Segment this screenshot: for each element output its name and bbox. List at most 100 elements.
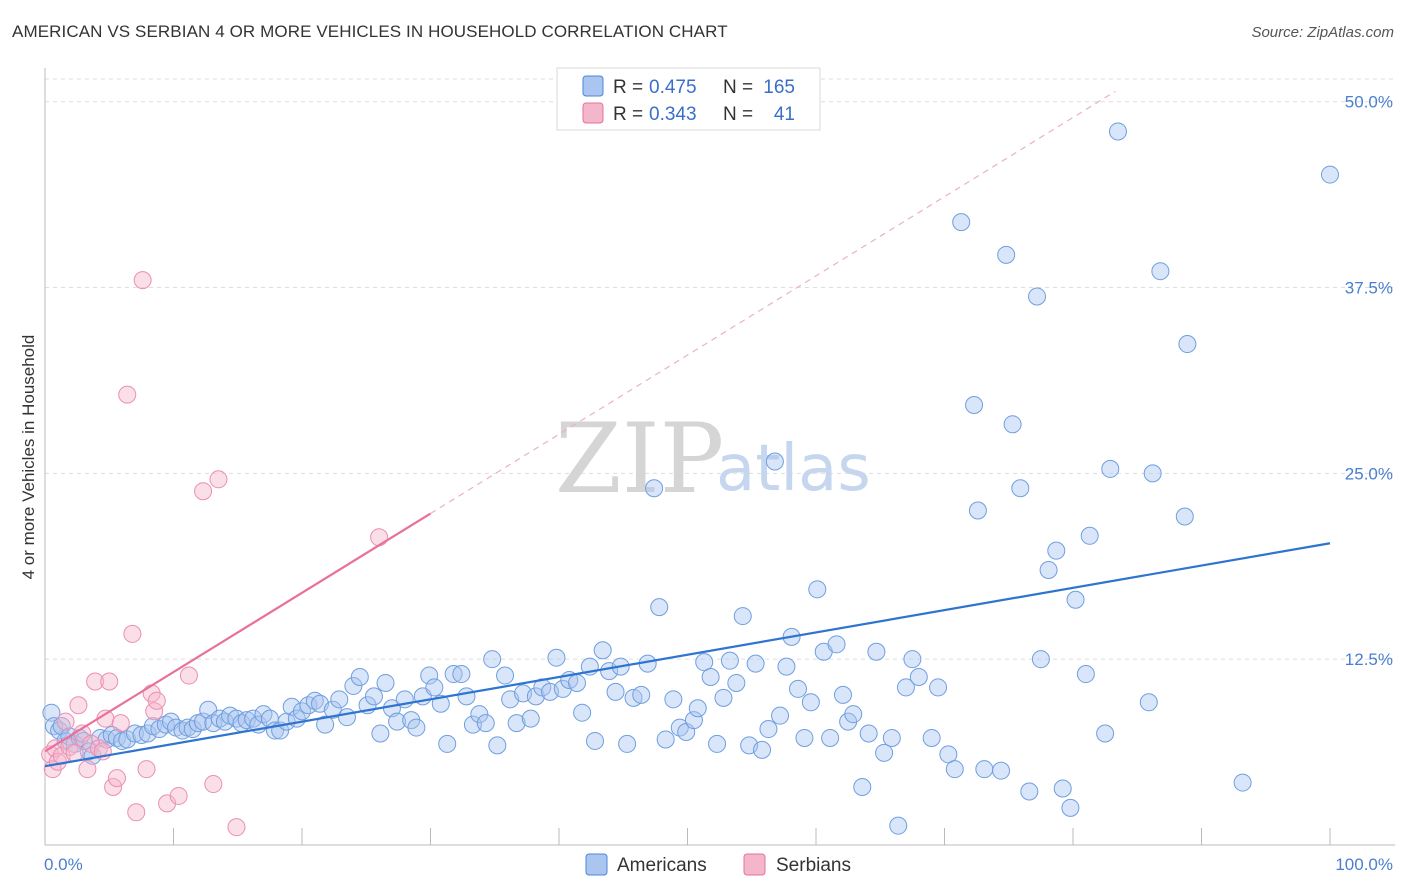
- american-point: [350, 668, 369, 687]
- american-point: [1020, 782, 1039, 801]
- american-point: [364, 687, 383, 706]
- trend-lines: [44, 90, 1331, 768]
- watermark-atlas: atlas: [716, 432, 871, 506]
- american-point: [903, 650, 922, 669]
- legend-r-label: R =: [613, 104, 643, 125]
- bottom-legend-serbians: Serbians: [776, 855, 851, 876]
- american-point: [376, 673, 395, 692]
- american-point: [1101, 459, 1120, 478]
- legend-n-label: N =: [723, 104, 753, 125]
- american-point: [1080, 526, 1099, 545]
- american-point: [896, 678, 915, 697]
- serbian-point: [137, 760, 156, 779]
- x-tick-label: 100.0%: [1335, 855, 1393, 874]
- bottom-legend: Americans Serbians: [585, 853, 851, 876]
- american-point: [593, 641, 612, 660]
- american-point: [688, 699, 707, 718]
- american-point: [882, 728, 901, 747]
- american-point: [237, 711, 256, 730]
- american-point: [714, 688, 733, 707]
- americans-trend-line: [44, 542, 1331, 768]
- american-point: [727, 673, 746, 692]
- american-point: [975, 760, 994, 779]
- serbian-point: [104, 778, 123, 797]
- american-point: [452, 665, 471, 684]
- american-point: [567, 673, 586, 692]
- american-point: [371, 724, 390, 743]
- american-point: [945, 760, 964, 779]
- american-point: [968, 501, 987, 520]
- y-tick-label: 50.0%: [1345, 93, 1393, 112]
- american-point: [526, 687, 545, 706]
- american-point: [939, 745, 958, 764]
- legend-n-label: N =: [723, 77, 753, 98]
- american-point: [463, 715, 482, 734]
- serbian-point: [370, 528, 389, 547]
- tick-labels: 12.5% 25.0% 37.5% 50.0% 0.0% 100.0%: [44, 93, 1393, 874]
- serbians-trend-extension: [430, 90, 1116, 515]
- american-point: [1096, 724, 1115, 743]
- american-point: [573, 703, 592, 722]
- legend-r-value: 0.475: [649, 77, 697, 98]
- legend-swatch-serbians: [582, 102, 604, 124]
- american-point: [388, 712, 407, 731]
- serbian-point: [100, 672, 119, 691]
- bottom-legend-swatch-serbians: [743, 853, 766, 876]
- american-point: [1139, 693, 1158, 712]
- watermark-zip: ZIP: [555, 403, 724, 515]
- american-point: [808, 580, 827, 599]
- american-point: [585, 731, 604, 750]
- american-point: [759, 720, 778, 739]
- american-point: [1047, 541, 1066, 560]
- serbian-point: [133, 271, 152, 290]
- american-point: [777, 657, 796, 676]
- american-point: [684, 711, 703, 730]
- watermark: ZIP atlas: [555, 403, 871, 515]
- serbians-trend-line: [44, 512, 432, 753]
- legend: R = 0.475 N = 165 R = 0.343 N = 41: [556, 67, 821, 131]
- american-point: [618, 734, 637, 753]
- american-point: [1108, 122, 1127, 141]
- american-point: [1039, 560, 1058, 579]
- serbian-point: [65, 743, 84, 762]
- american-point: [183, 720, 202, 739]
- chart-title: AMERICAN VS SERBIAN 4 OR MORE VEHICLES I…: [12, 22, 728, 41]
- american-point: [821, 728, 840, 747]
- gridlines: [45, 78, 1395, 660]
- american-point: [795, 728, 814, 747]
- serbian-point: [194, 482, 213, 501]
- american-point: [765, 452, 784, 471]
- american-point: [1031, 650, 1050, 669]
- american-point: [496, 666, 515, 685]
- american-point: [632, 685, 651, 704]
- american-point: [708, 734, 727, 753]
- american-point: [606, 682, 625, 701]
- american-point: [1003, 415, 1022, 434]
- y-axis-title: 4 or more Vehicles in Household: [19, 335, 38, 580]
- serbian-point: [127, 803, 146, 822]
- serbian-point: [209, 470, 228, 489]
- american-point: [316, 715, 335, 734]
- american-point: [1011, 479, 1030, 498]
- american-point: [438, 734, 457, 753]
- american-point: [457, 687, 476, 706]
- serbian-point: [56, 712, 75, 731]
- american-point: [922, 728, 941, 747]
- american-point: [720, 651, 739, 670]
- american-point: [844, 705, 863, 724]
- serbians-points: [41, 271, 389, 837]
- bottom-legend-americans: Americans: [617, 855, 707, 876]
- serbian-point: [204, 775, 223, 794]
- american-point: [156, 715, 175, 734]
- american-point: [1066, 590, 1085, 609]
- american-point: [1233, 773, 1252, 792]
- y-tick-label: 12.5%: [1345, 650, 1393, 669]
- y-tick-label: 37.5%: [1345, 279, 1393, 298]
- serbian-point: [227, 818, 246, 837]
- american-point: [425, 678, 444, 697]
- serbian-point: [179, 666, 198, 685]
- legend-n-value: 41: [774, 104, 795, 125]
- american-point: [645, 479, 664, 498]
- serbian-point: [86, 672, 105, 691]
- serbian-point: [107, 769, 126, 788]
